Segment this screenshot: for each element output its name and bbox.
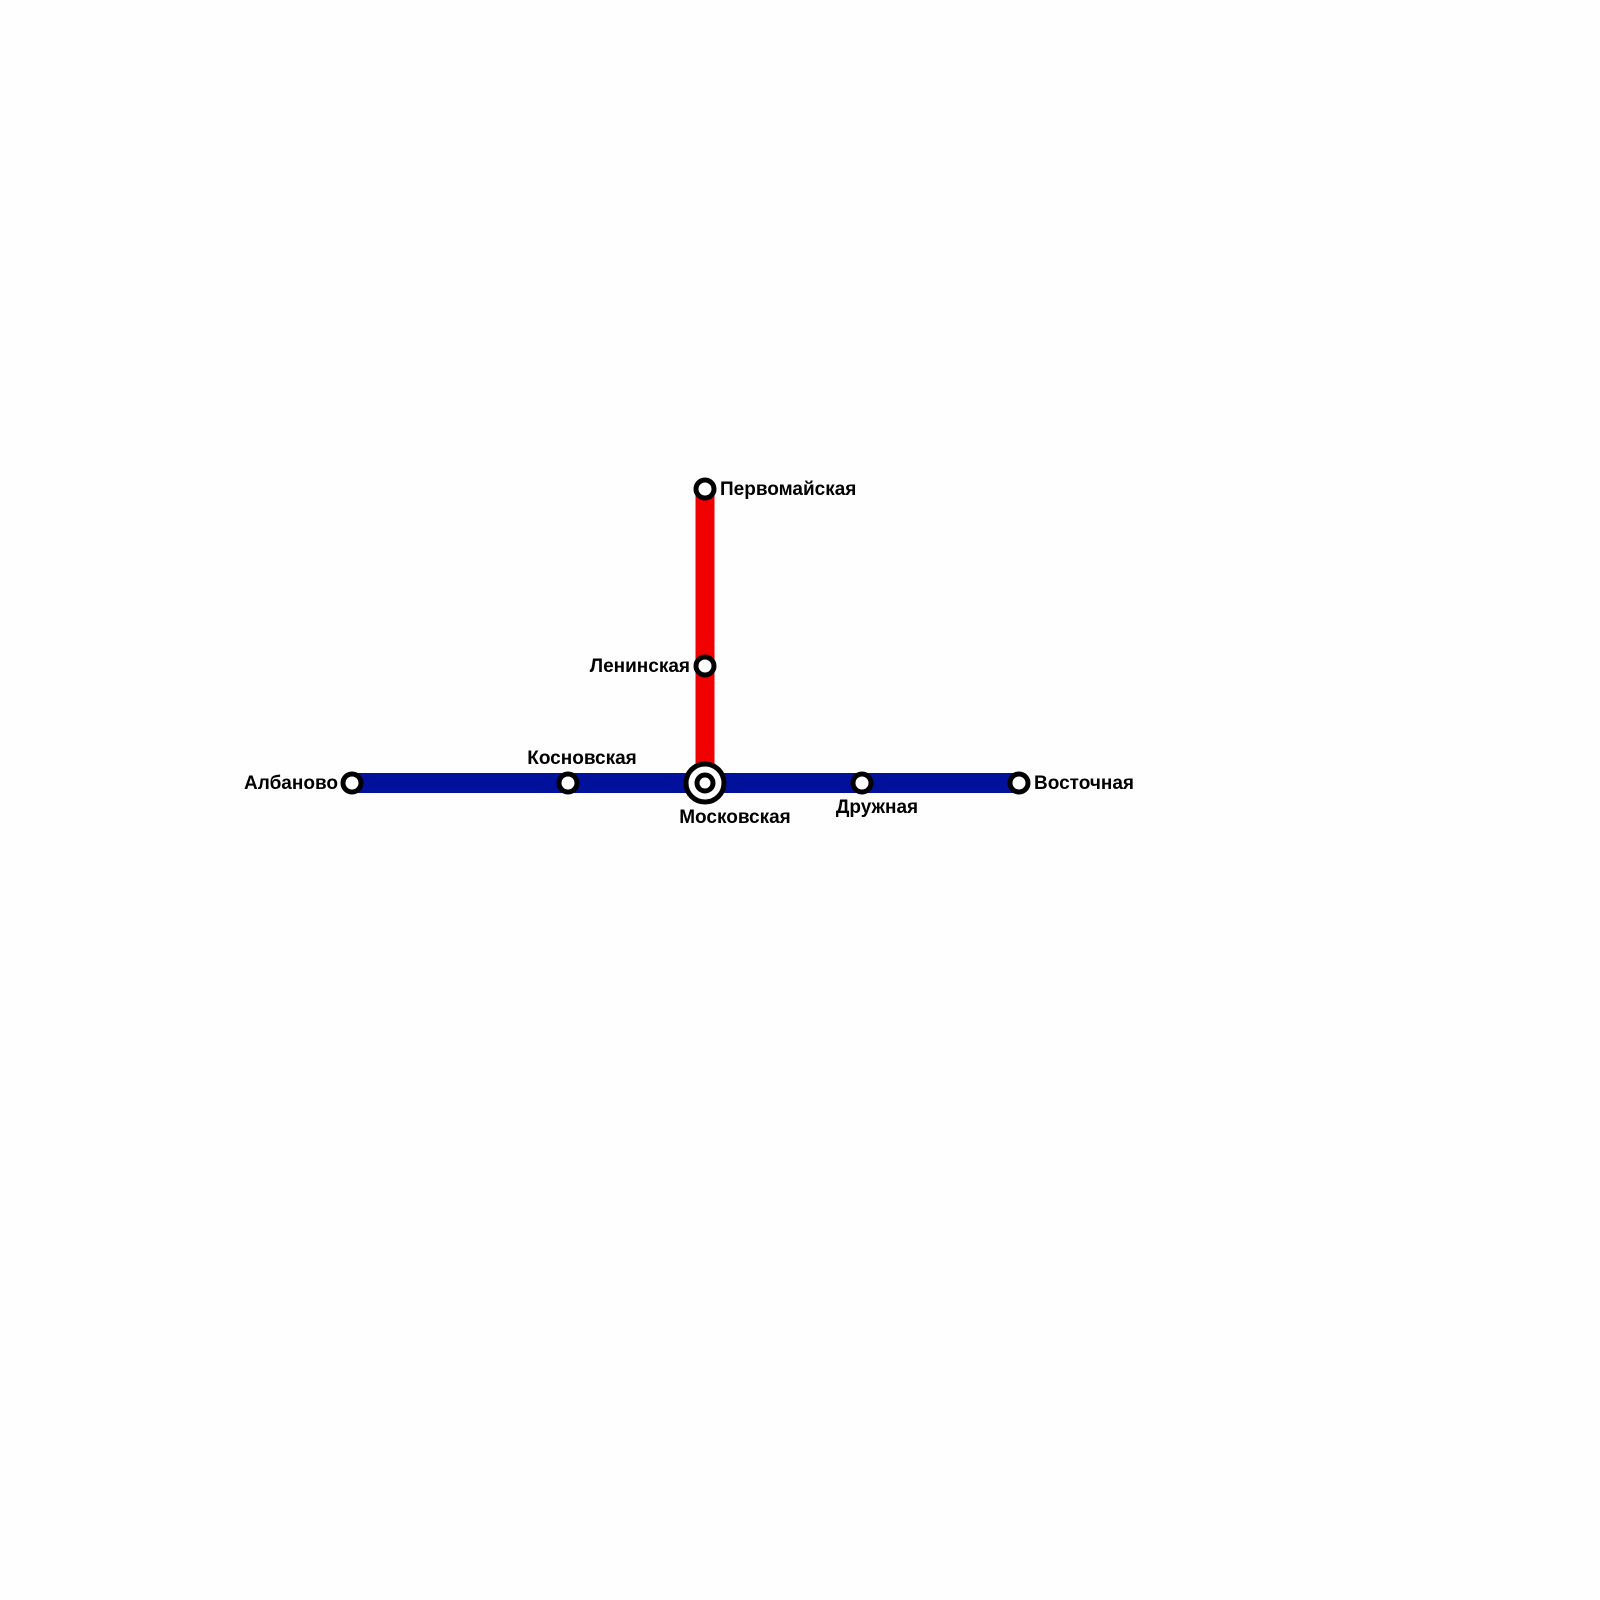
station-marker-icon bbox=[693, 477, 717, 501]
station-label: Албаново bbox=[244, 773, 338, 794]
station-pervomayskaya[interactable]: Первомайская bbox=[693, 477, 856, 501]
station-marker-icon bbox=[693, 654, 717, 678]
station-label: Московская bbox=[679, 807, 791, 828]
station-leninskaya[interactable]: Ленинская bbox=[590, 654, 717, 678]
station-label: Восточная bbox=[1034, 773, 1134, 794]
station-kosnovskaya[interactable]: Косновская bbox=[527, 748, 637, 795]
station-label: Первомайская bbox=[720, 479, 856, 500]
station-moskovskaya[interactable]: Московская bbox=[679, 761, 791, 828]
station-druzhnaya[interactable]: Дружная bbox=[836, 771, 918, 818]
station-label: Косновская bbox=[527, 748, 637, 769]
station-marker-icon bbox=[1007, 771, 1031, 795]
station-marker-icon bbox=[556, 771, 580, 795]
station-marker-icon bbox=[340, 771, 364, 795]
station-label: Дружная bbox=[836, 797, 918, 818]
station-label: Ленинская bbox=[590, 656, 690, 677]
interchange-inner-icon bbox=[694, 772, 716, 794]
station-albanovo[interactable]: Албаново bbox=[244, 771, 364, 795]
station-marker-icon bbox=[850, 771, 874, 795]
station-vostochnaya[interactable]: Восточная bbox=[1007, 771, 1134, 795]
